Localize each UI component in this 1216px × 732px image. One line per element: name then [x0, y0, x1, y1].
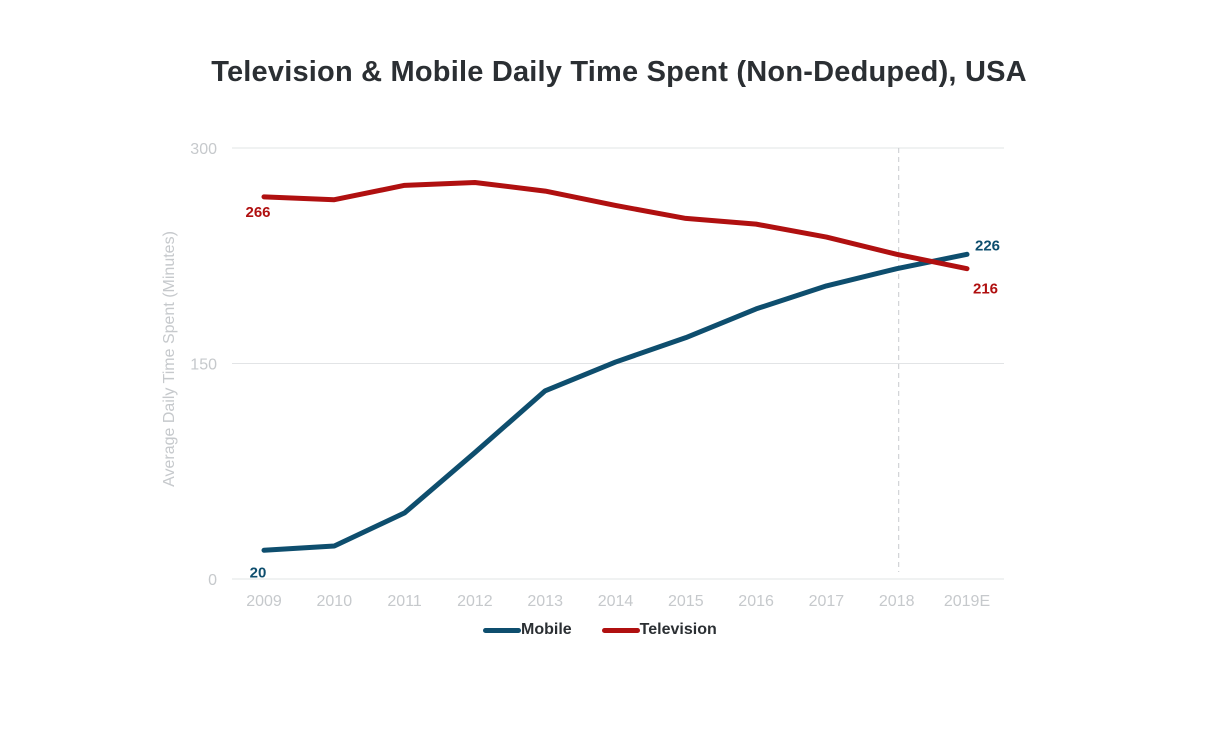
chart-title: Television & Mobile Daily Time Spent (No… [211, 56, 1027, 88]
data-label-mobile-2009: 20 [250, 564, 267, 581]
data-label-mobile-2019e: 226 [975, 237, 1000, 254]
legend-swatch-mobile [483, 627, 521, 633]
x-tick-label-2017: 2017 [809, 593, 845, 610]
series-line-mobile [261, 251, 970, 553]
x-tick-label-2018: 2018 [879, 593, 915, 610]
legend: Mobile Television [483, 621, 717, 639]
legend-label-mobile: Mobile [521, 621, 572, 638]
x-tick-label-2010: 2010 [317, 593, 353, 610]
legend-swatch-television [601, 627, 640, 633]
y-tick-label-300: 300 [190, 141, 217, 158]
series-line-television [261, 179, 970, 272]
x-tick-label-2011: 2011 [387, 593, 422, 610]
x-tick-label-2015: 2015 [668, 593, 704, 610]
x-tick-label-2012: 2012 [457, 593, 493, 610]
y-axis-title: Average Daily Time Spent (Minutes) [161, 231, 178, 487]
x-tick-label-2016: 2016 [738, 593, 774, 610]
x-tick-label-2014: 2014 [598, 593, 634, 610]
legend-item-television[interactable]: Television [601, 621, 717, 639]
legend-label-television: Television [639, 621, 717, 638]
x-tick-label-2019E: 2019E [944, 593, 990, 610]
x-tick-label-2013: 2013 [527, 593, 563, 610]
x-tick-label-2009: 2009 [246, 593, 282, 610]
data-label-television-2009: 266 [245, 204, 270, 221]
data-label-television-2019e: 216 [973, 281, 998, 298]
y-tick-label-150: 150 [190, 357, 217, 374]
legend-item-mobile[interactable]: Mobile [483, 621, 572, 639]
y-tick-label-0: 0 [208, 572, 217, 589]
